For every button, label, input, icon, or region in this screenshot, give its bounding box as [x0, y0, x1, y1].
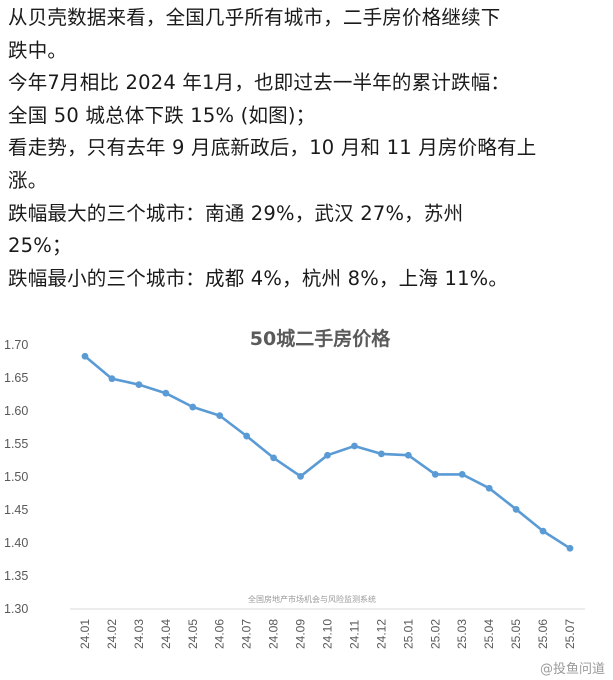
x-tick-label: 25.06 [536, 619, 550, 649]
y-tick-label: 1.30 [4, 602, 28, 616]
data-point [243, 432, 251, 440]
x-tick-label: 24.10 [321, 619, 335, 649]
data-point [377, 450, 385, 458]
data-point [566, 544, 574, 552]
post-line: 涨。 [8, 168, 48, 192]
x-tick-label: 24.11 [347, 620, 361, 649]
post-line: 25%； [8, 234, 72, 258]
post-line: 全国 50 城总体下跌 15% (如图)； [8, 103, 316, 127]
data-point [297, 472, 304, 480]
x-tick-label: 25.01 [401, 619, 415, 649]
y-tick-label: 1.70 [4, 338, 28, 352]
x-tick-label: 24.12 [374, 619, 388, 649]
source-note: 全国房地产市场机会与风险监测系统 [248, 594, 376, 604]
chart-image: 50城二手房价格 全国房地产市场机会与风险监测系统 1.70 1.65 1.60 1.… [0, 318, 613, 680]
x-tick-label: 25.03 [455, 619, 469, 649]
x-tick-label: 24.06 [213, 619, 227, 649]
data-point [189, 403, 197, 411]
data-point [108, 375, 116, 383]
y-tick-label: 1.50 [4, 470, 28, 484]
y-tick-label: 1.40 [4, 536, 28, 550]
x-tick-label: 24.03 [132, 619, 146, 649]
post-line: 看走势，只有去年 9 月底新政后，10 月和 11 月房价略有上 [8, 136, 537, 160]
chart-title: 50城二手房价格 [250, 327, 391, 350]
watermark: @投鱼问道 [539, 662, 605, 677]
x-tick-label: 24.01 [78, 619, 92, 649]
x-tick-label: 24.02 [105, 619, 119, 649]
x-tick-label: 24.08 [267, 619, 281, 649]
data-point [512, 505, 520, 513]
post-line: 今年7月相比 2024 年1月，也即过去一半年的累计跌幅： [8, 71, 511, 95]
x-tick-label: 25.05 [509, 619, 523, 649]
x-tick-label: 24.04 [159, 619, 173, 649]
data-point [135, 381, 143, 388]
x-tick-label: 24.05 [186, 619, 200, 649]
post-line: 从贝壳数据来看，全国几乎所有城市，二手房价格继续下 [8, 6, 501, 29]
data-point [485, 484, 493, 492]
y-tick-label: 1.55 [4, 437, 28, 451]
data-point [404, 451, 412, 459]
data-point [458, 470, 466, 478]
post-line: 跌幅最大的三个城市：南通 29%，武汉 27%，苏州 [8, 201, 464, 225]
data-point [81, 352, 89, 360]
data-point [351, 442, 358, 450]
x-tick-label: 25.04 [482, 619, 496, 649]
x-tick-label: 25.07 [563, 619, 577, 649]
post-line: 跌幅最小的三个城市：成都 4%，杭州 8%，上海 11%。 [8, 266, 509, 290]
data-point [324, 451, 331, 459]
data-point [216, 412, 224, 420]
x-tick-label: 24.09 [294, 619, 308, 649]
y-tick-label: 1.60 [4, 404, 28, 418]
post-line: 跌中。 [8, 38, 68, 62]
post-text: 从贝壳数据来看，全国几乎所有城市，二手房价格继续下 跌中。 今年7月相比 202… [8, 2, 608, 295]
data-point [270, 454, 278, 462]
y-tick-label: 1.35 [4, 569, 28, 583]
data-point [431, 470, 439, 478]
line-chart: 50城二手房价格 全国房地产市场机会与风险监测系统 1.701.651.601.… [4, 327, 585, 649]
chart-axes: 1.70 1.65 1.60 1.55 1.50 1.45 1.40 1.35 1.30 24.0… [4, 338, 585, 649]
data-point [539, 527, 547, 535]
chart-marks [81, 352, 574, 552]
y-tick-label: 1.65 [4, 371, 28, 385]
x-tick-label: 25.02 [428, 619, 442, 649]
data-point [162, 389, 170, 397]
x-tick-label: 24.07 [240, 619, 254, 649]
y-tick-label: 1.45 [4, 503, 28, 517]
